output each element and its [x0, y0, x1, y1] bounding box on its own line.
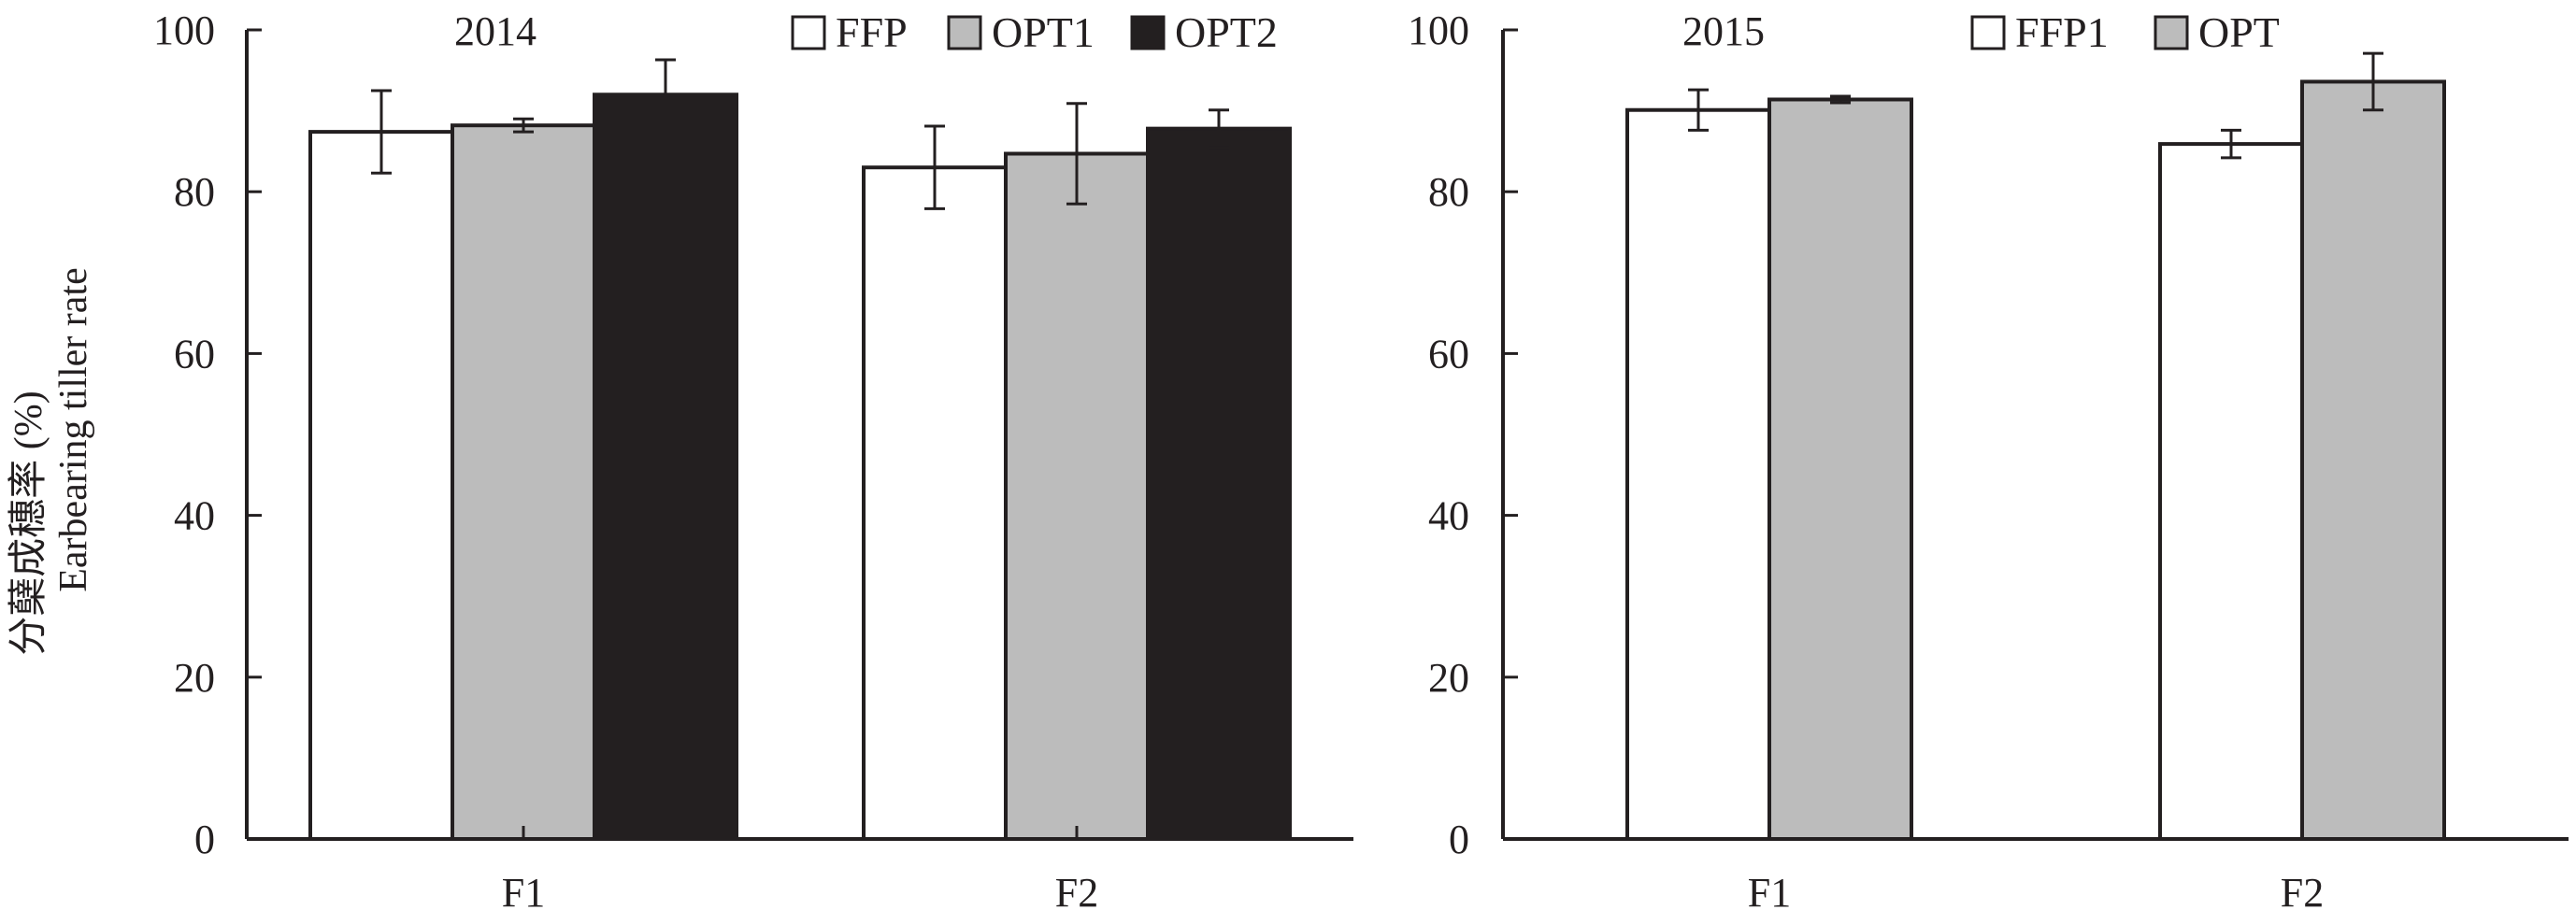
y-axis-title-line1: 分蘖成穗率 (%) [7, 391, 50, 655]
y-tick-label: 40 [174, 493, 215, 539]
y-tick-label: 80 [174, 169, 215, 215]
bar-opt-f2 [2300, 79, 2446, 841]
x-tick-label-f2: F2 [1055, 870, 1098, 916]
y-tick-label: 100 [1408, 7, 1469, 53]
bar-opt-f1 [1767, 97, 1913, 841]
y-tick-label: 60 [1428, 331, 1469, 377]
bar-opt2-f2 [1146, 126, 1292, 842]
panel-2015: 0 20 40 60 80 100 F1 F2 2015 FFP1 OPT [1408, 7, 2569, 916]
legend-label-ffp: FFP [836, 8, 908, 56]
bar-ffp-f2 [862, 165, 1008, 842]
y-tick-label: 80 [1428, 169, 1469, 215]
legend-label-opt1: OPT1 [992, 8, 1095, 56]
y-tick-label: 0 [194, 817, 215, 862]
panel-2014: 0 20 40 60 80 100 F1 F2 2014 FFP OPT1 OPT2 [153, 7, 1353, 916]
legend-label-ffp1: FFP1 [2015, 8, 2109, 56]
x-tick-label-f2: F2 [2281, 870, 2324, 916]
bar-opt1-f1 [451, 123, 596, 842]
y-tick-label: 60 [174, 331, 215, 377]
bar-ffp1-f2 [2158, 142, 2304, 841]
legend-swatch-ffp1 [1970, 15, 2006, 50]
legend-label-opt2: OPT2 [1175, 8, 1278, 56]
legend-swatch-opt2 [1130, 15, 1166, 50]
bar-ffp-f1 [308, 130, 454, 841]
legend-swatch-opt1 [947, 15, 982, 50]
legend-label-opt: OPT [2198, 8, 2280, 56]
x-tick-label-f1: F1 [502, 870, 545, 916]
legend-swatch-opt [2154, 15, 2189, 50]
panel-title: 2014 [454, 8, 537, 54]
panel-title: 2015 [1682, 8, 1765, 54]
bar-opt1-f2 [1004, 151, 1150, 842]
x-tick-label-f1: F1 [1748, 870, 1791, 916]
y-tick-label: 20 [174, 655, 215, 701]
y-axis-title-line2: Earbearing tiller rate [52, 267, 95, 591]
bar-ffp1-f1 [1625, 107, 1771, 841]
y-tick-label: 40 [1428, 493, 1469, 539]
y-tick-label: 100 [153, 7, 215, 53]
y-tick-label: 0 [1449, 817, 1469, 862]
y-tick-label: 20 [1428, 655, 1469, 701]
legend-swatch-ffp [791, 15, 826, 50]
bar-opt2-f1 [593, 92, 738, 841]
y-axis-title: 分蘖成穗率 (%) Earbearing tiller rate [7, 267, 95, 655]
